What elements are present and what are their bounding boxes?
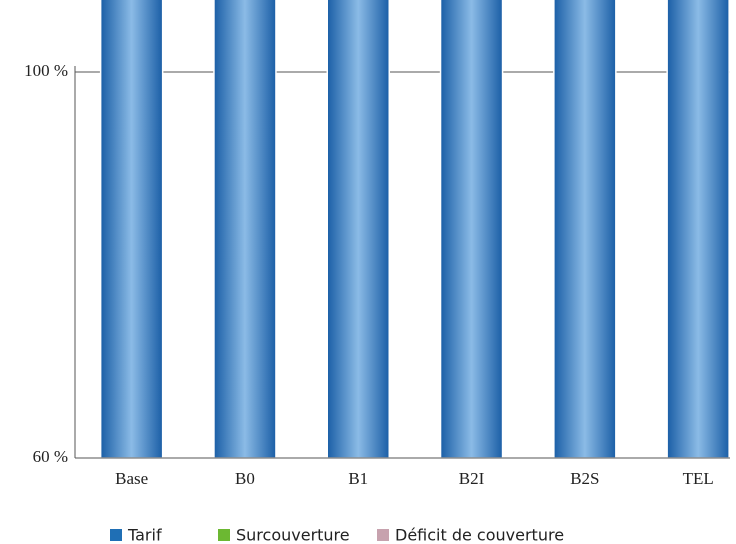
x-tick-label: B1 bbox=[348, 469, 368, 488]
y-tick-label: 60 % bbox=[33, 447, 68, 466]
x-tick-label: B2S bbox=[570, 469, 599, 488]
legend-label: Surcouverture bbox=[236, 526, 350, 544]
y-tick-label: 100 % bbox=[24, 61, 68, 80]
x-tick-label: TEL bbox=[683, 469, 714, 488]
legend-swatch bbox=[218, 529, 230, 541]
legend-label: Déficit de couverture bbox=[395, 526, 564, 544]
legend-swatch bbox=[377, 529, 389, 541]
legend-label: Tarif bbox=[127, 526, 162, 544]
bar-segment bbox=[213, 0, 277, 459]
x-tick-label: Base bbox=[115, 469, 148, 488]
legend-swatch bbox=[110, 529, 122, 541]
bar-segment bbox=[666, 0, 730, 459]
x-tick-label: B0 bbox=[235, 469, 255, 488]
x-tick-label: B2I bbox=[459, 469, 485, 488]
bar-segment bbox=[99, 0, 164, 459]
bar-segment bbox=[553, 0, 617, 459]
bar-segment bbox=[439, 0, 504, 459]
bar-segment bbox=[326, 0, 390, 459]
